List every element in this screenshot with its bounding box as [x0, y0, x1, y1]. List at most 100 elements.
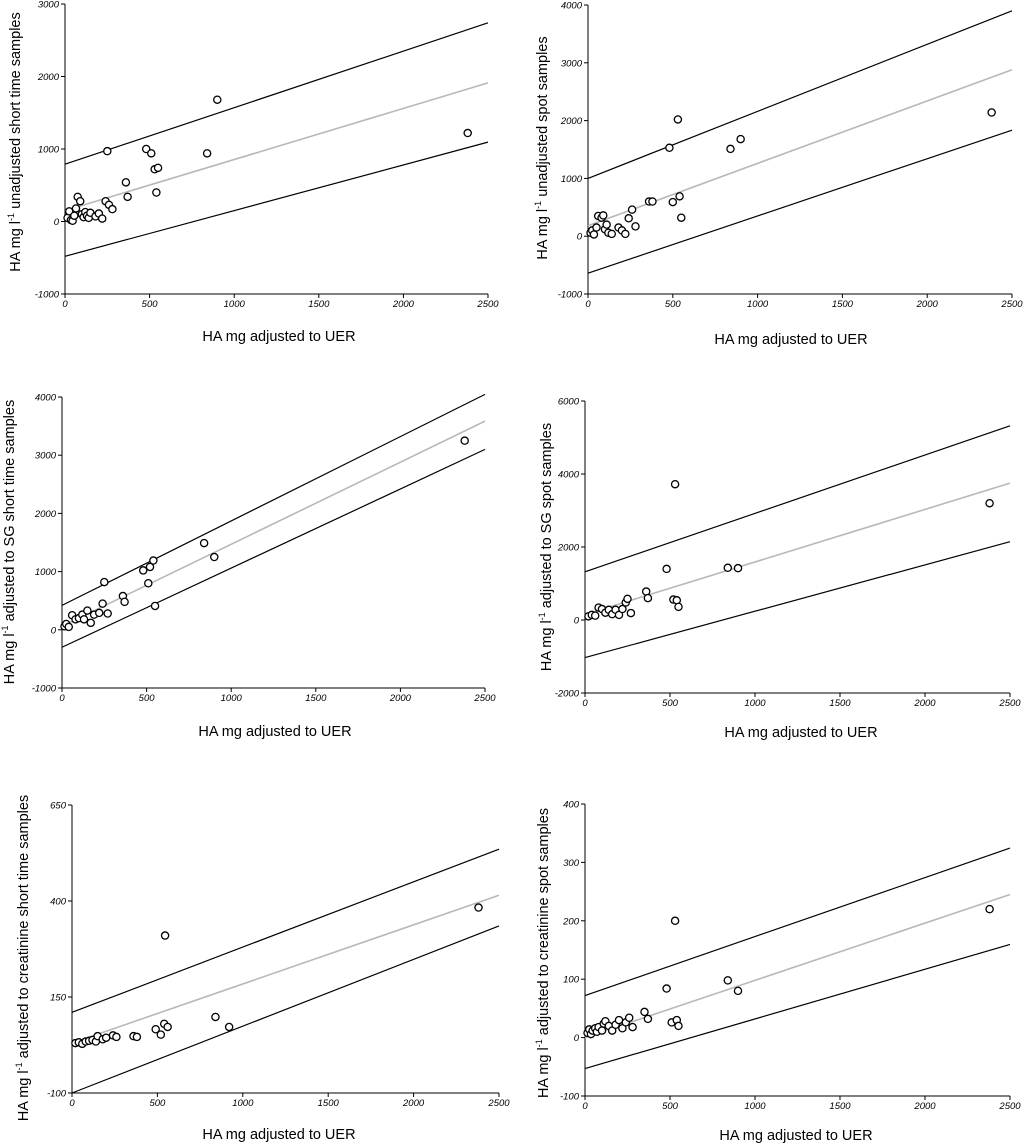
y-tick-label: 100: [563, 975, 580, 986]
x-tick-label: 0: [585, 299, 591, 310]
panel-b: HA mg adjusted to UER HA mg l-1 unadjust…: [533, 1, 1023, 349]
data-point: [726, 144, 735, 154]
data-point: [599, 211, 608, 220]
y-tick-label: 2000: [34, 509, 57, 520]
data-point: [144, 578, 153, 588]
x-tick-label: 2500: [998, 698, 1021, 709]
data-point: [147, 149, 156, 158]
y-tick-label: 400: [50, 897, 67, 908]
data-point: [70, 211, 79, 220]
x-tick-label: 500: [662, 698, 679, 709]
data-point: [648, 197, 657, 206]
data-point: [624, 214, 633, 223]
x-tick-label: 2000: [392, 299, 415, 310]
y-tick-label: 300: [563, 858, 580, 869]
data-point: [589, 230, 599, 239]
x-tick-label: 1500: [832, 299, 854, 310]
x-axis-label: HA mg adjusted to UER: [202, 329, 355, 345]
data-point: [723, 976, 733, 985]
data-point: [108, 204, 117, 214]
y-tick-label: 3000: [38, 0, 60, 11]
y-tick-label: 2000: [37, 72, 60, 83]
data-point: [631, 222, 640, 231]
data-point: [97, 214, 107, 223]
y-axis-label: HA mg l-1 adjusted to SG spot samples: [537, 423, 555, 671]
data-point: [86, 618, 96, 628]
upper-limit-line: [64, 22, 489, 165]
regression-line: [584, 893, 1011, 1039]
data-point: [985, 904, 994, 914]
data-point: [71, 204, 81, 213]
data-point: [723, 563, 733, 573]
x-tick-label: 500: [139, 693, 156, 704]
data-point: [103, 609, 112, 618]
x-tick-label: 500: [149, 1098, 166, 1109]
panel-f: HA mg adjusted to UER HA mg l-1 adjusted…: [534, 800, 1021, 1145]
y-tick-label: 400: [563, 800, 580, 811]
x-tick-label: 500: [662, 1101, 679, 1112]
data-point: [626, 608, 636, 618]
data-point: [156, 1030, 166, 1039]
data-point: [163, 1022, 172, 1032]
y-tick-label: 1000: [561, 174, 583, 185]
data-point: [112, 1032, 121, 1042]
x-tick-label: 1000: [224, 299, 246, 310]
x-tick-label: 1000: [232, 1098, 254, 1109]
x-axis-label: HA mg adjusted to UER: [719, 1128, 872, 1144]
data-point: [474, 903, 483, 912]
x-tick-label: 0: [62, 299, 68, 310]
data-point: [628, 1022, 637, 1032]
data-point: [675, 192, 684, 201]
regression-line: [64, 82, 489, 212]
x-tick-label: 1000: [744, 1101, 766, 1112]
y-tick-label: 150: [50, 993, 67, 1004]
x-tick-label: 0: [69, 1098, 75, 1109]
x-tick-label: 2000: [913, 1101, 936, 1112]
data-point: [120, 597, 129, 607]
data-point: [627, 205, 637, 214]
y-axis-label: HA mg l-1 adjusted to SG short time samp…: [0, 400, 18, 684]
data-point: [64, 622, 74, 632]
y-axis-label: HA mg l-1 unadjusted short time samples: [6, 12, 24, 271]
x-tick-label: 2500: [1000, 299, 1023, 310]
data-point: [662, 564, 671, 574]
data-point: [94, 608, 104, 618]
data-point: [736, 134, 745, 144]
data-point: [160, 931, 170, 940]
upper-limit-line: [71, 848, 500, 1013]
x-tick-label: 2500: [476, 299, 499, 310]
data-point: [153, 163, 163, 173]
data-point: [224, 1022, 234, 1032]
x-tick-label: 2000: [402, 1098, 425, 1109]
x-axis-label: HA mg adjusted to UER: [202, 1127, 355, 1143]
data-point: [607, 229, 616, 239]
y-axis-label: HA mg l-1 adjusted to creatinine short t…: [14, 795, 32, 1121]
data-point: [79, 615, 89, 624]
data-point: [597, 1026, 607, 1035]
y-tick-label: 4000: [558, 470, 580, 481]
data-point: [121, 178, 131, 187]
data-point: [101, 1033, 111, 1042]
regression-line: [61, 420, 486, 628]
upper-limit-line: [584, 847, 1011, 997]
data-point: [83, 606, 92, 615]
regression-line: [584, 482, 1011, 616]
y-tick-label: 0: [51, 625, 57, 636]
data-point: [151, 1025, 160, 1034]
data-point: [670, 916, 680, 926]
x-tick-label: 500: [142, 299, 159, 310]
data-point: [132, 1032, 142, 1042]
lower-limit-line: [584, 943, 1011, 1070]
data-point: [602, 220, 611, 229]
y-tick-label: -1000: [32, 684, 57, 695]
y-axis-label: HA mg l-1 adjusted to creatinine spot sa…: [534, 808, 552, 1098]
x-tick-label: 0: [582, 1101, 588, 1112]
data-point: [733, 563, 743, 573]
x-axis-label: HA mg adjusted to UER: [724, 725, 877, 741]
data-point: [618, 604, 627, 614]
x-tick-label: 0: [582, 698, 588, 709]
x-tick-label: 1500: [318, 1098, 340, 1109]
regression-line: [71, 894, 500, 1044]
data-point: [145, 562, 155, 572]
y-tick-label: 2000: [560, 116, 583, 127]
